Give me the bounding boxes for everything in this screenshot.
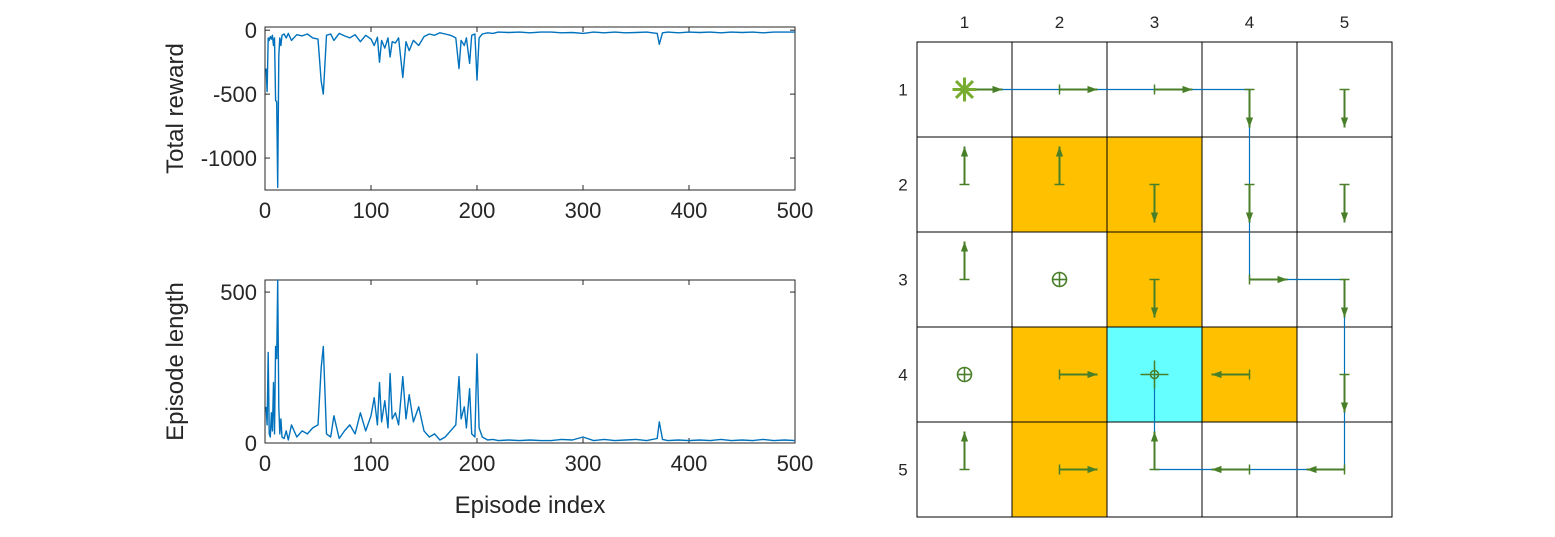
x-tick-label: 100 bbox=[353, 198, 390, 223]
policy-arrow bbox=[1058, 369, 1098, 380]
total-reward-chart: 0 100 200 300 400 500 -1000 -500 0 Total reward bbox=[162, 18, 813, 223]
total-reward-plot-area bbox=[264, 26, 796, 191]
episode-length-series bbox=[265, 279, 796, 442]
episode-index-x-axis-label: Episode index bbox=[455, 492, 606, 519]
grid-world-policy-chart: 1 2 3 4 5 1 2 3 4 5 bbox=[898, 13, 1393, 518]
row-label: 5 bbox=[898, 461, 907, 480]
x-tick-label: 500 bbox=[777, 198, 814, 223]
policy-arrow bbox=[1244, 88, 1255, 128]
policy-arrow bbox=[1149, 431, 1160, 471]
policy-arrow bbox=[1058, 464, 1098, 475]
total-reward-ticks: 0 100 200 300 400 500 -1000 -500 0 bbox=[201, 18, 814, 223]
policy-arrow bbox=[959, 241, 970, 281]
episode-length-chart: 0 100 200 300 400 500 0 500 Episode length Epis… bbox=[162, 279, 813, 519]
policy-arrow bbox=[1306, 464, 1346, 475]
y-tick-label: 0 bbox=[245, 18, 257, 43]
y-tick-label: -500 bbox=[213, 82, 257, 107]
policy-arrow bbox=[959, 431, 970, 471]
column-label: 5 bbox=[1340, 13, 1349, 32]
stay-marker bbox=[1140, 360, 1169, 389]
policy-arrow bbox=[1339, 278, 1350, 318]
series-line bbox=[265, 31, 795, 189]
column-label: 1 bbox=[960, 13, 969, 32]
grid-cells bbox=[916, 41, 1393, 518]
policy-arrow bbox=[1149, 278, 1160, 318]
x-tick-label: 200 bbox=[459, 198, 496, 223]
episode-length-plot-area bbox=[264, 279, 796, 444]
policy-arrow bbox=[1149, 183, 1160, 223]
y-tick-label: -1000 bbox=[201, 146, 257, 171]
x-tick-label: 500 bbox=[777, 451, 814, 476]
row-label: 1 bbox=[898, 81, 907, 100]
x-tick-label: 200 bbox=[459, 451, 496, 476]
x-tick-label: 300 bbox=[565, 451, 602, 476]
x-tick-label: 100 bbox=[353, 451, 390, 476]
column-label: 4 bbox=[1245, 13, 1254, 32]
policy-arrow bbox=[1211, 369, 1251, 380]
policy-arrow bbox=[1058, 84, 1098, 95]
start-marker bbox=[952, 77, 977, 102]
policy-arrow bbox=[1054, 146, 1065, 186]
policy-arrows bbox=[956, 84, 1350, 475]
start-star-stroke bbox=[954, 79, 975, 100]
x-tick-label: 300 bbox=[565, 198, 602, 223]
stay-marker bbox=[956, 366, 973, 383]
row-label: 3 bbox=[898, 271, 907, 290]
grid-labels: 1 2 3 4 5 1 2 3 4 5 bbox=[898, 13, 1349, 480]
x-tick-label: 400 bbox=[671, 451, 708, 476]
y-tick-label: 500 bbox=[220, 280, 257, 305]
policy-arrow bbox=[1339, 183, 1350, 223]
x-tick-label: 0 bbox=[259, 451, 271, 476]
column-label: 3 bbox=[1150, 13, 1159, 32]
policy-arrow bbox=[1339, 88, 1350, 128]
policy-arrow bbox=[959, 146, 970, 186]
episode-length-y-axis-label: Episode length bbox=[162, 282, 189, 441]
x-tick-label: 400 bbox=[671, 198, 708, 223]
y-tick-label: 0 bbox=[245, 431, 257, 456]
series-line bbox=[265, 279, 796, 442]
policy-arrow bbox=[1211, 464, 1251, 475]
x-tick-label: 0 bbox=[259, 198, 271, 223]
row-label: 4 bbox=[898, 366, 907, 385]
policy-arrow bbox=[1339, 373, 1350, 413]
column-label: 2 bbox=[1055, 13, 1064, 32]
total-reward-series bbox=[265, 31, 795, 189]
policy-arrow bbox=[1244, 183, 1255, 223]
total-reward-y-axis-label: Total reward bbox=[162, 43, 189, 174]
policy-arrow bbox=[1153, 84, 1193, 95]
episode-length-ticks: 0 100 200 300 400 500 0 500 bbox=[220, 280, 813, 476]
row-label: 2 bbox=[898, 176, 907, 195]
stay-marker bbox=[1051, 271, 1068, 288]
policy-arrow bbox=[1248, 274, 1288, 285]
